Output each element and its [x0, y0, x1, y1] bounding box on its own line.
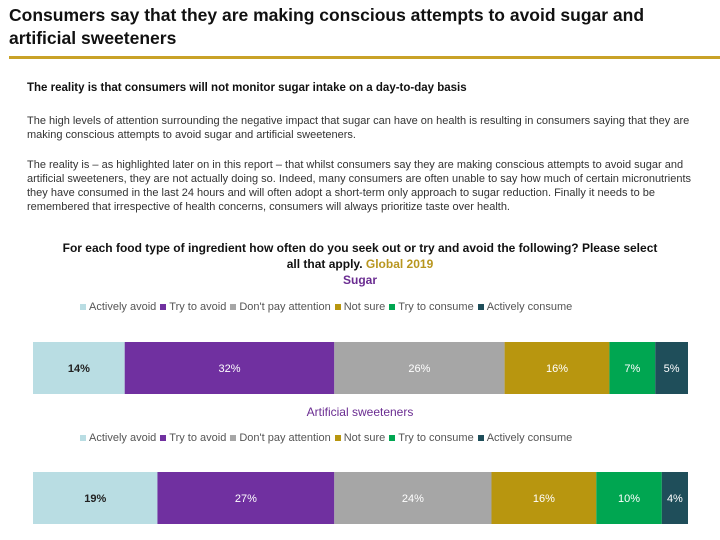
survey-question: For each food type of ingredient how oft…: [60, 240, 660, 272]
legend-label: Don't pay attention: [239, 301, 331, 313]
legend-item-actively-avoid: Actively avoid: [80, 301, 156, 313]
bar-data-label: 26%: [408, 363, 430, 375]
legend-swatch: [160, 304, 167, 310]
legend-swatch: [389, 304, 396, 310]
bar-segment-don-t-pay-attention: [334, 472, 492, 524]
bar-segment-not-sure: [504, 342, 610, 394]
sweeteners-chart-legend: Actively avoid Try to avoid Don't pay atte…: [80, 432, 576, 448]
legend-label: Actively avoid: [89, 301, 157, 313]
bar-segment-actively-consume: [661, 472, 688, 524]
bar-data-label: 16%: [533, 493, 555, 505]
bar-segment-try-to-consume: [609, 342, 656, 394]
legend-item-don-t-pay-attention: Don't pay attention: [230, 301, 331, 313]
bar-segment-try-to-consume: [596, 472, 662, 524]
legend-swatch: [160, 435, 167, 441]
legend-swatch: [477, 304, 484, 310]
bar-data-label: 27%: [235, 493, 257, 505]
legend-label: Actively consume: [486, 432, 573, 444]
bar-data-label: 14%: [68, 363, 90, 375]
legend-item-try-to-avoid: Try to avoid: [160, 432, 226, 444]
bar-segment-try-to-avoid: [157, 472, 335, 524]
legend-swatch: [230, 304, 237, 310]
bar-data-label: 16%: [546, 363, 568, 375]
bar-data-label: 4%: [667, 493, 683, 505]
bar-data-label: 32%: [218, 363, 240, 375]
legend-label: Actively avoid: [89, 432, 157, 444]
legend-label: Try to avoid: [169, 301, 227, 313]
legend-swatch: [80, 304, 86, 310]
bar-data-label: 7%: [624, 363, 640, 375]
legend-item-actively-consume: Actively consume: [477, 432, 573, 444]
bar-segment-actively-consume: [655, 342, 688, 394]
legend-item-not-sure: Not sure: [334, 432, 386, 444]
body-paragraph-2: The reality is – as highlighted later on…: [27, 159, 692, 213]
legend-label: Not sure: [343, 301, 386, 313]
legend-swatch: [477, 435, 484, 441]
legend-label: Try to consume: [398, 301, 474, 313]
legend-swatch: [80, 435, 86, 441]
legend-swatch: [334, 435, 341, 441]
bar-segment-try-to-avoid: [124, 342, 335, 394]
legend-item-try-to-consume: Try to consume: [389, 301, 474, 313]
legend-swatch: [230, 435, 237, 441]
page-subtitle: The reality is that consumers will not m…: [27, 82, 467, 94]
legend-item-not-sure: Not sure: [334, 301, 386, 313]
sweeteners-chart-title: Artificial sweeteners: [306, 405, 414, 419]
title-underline: [9, 56, 720, 59]
legend-item-actively-avoid: Actively avoid: [80, 432, 156, 444]
bar-data-label: 19%: [84, 493, 106, 505]
bar-segment-actively-avoid: [33, 472, 158, 524]
question-year-label: Global 2019: [365, 257, 434, 271]
sugar-chart-title: Sugar: [342, 273, 377, 287]
sugar-stacked-bar: 14% 32% 26% 16% 7% 5%: [33, 342, 688, 394]
page-title: Consumers say that they are making consc…: [9, 5, 645, 48]
bar-data-label: 24%: [402, 493, 424, 505]
legend-swatch: [389, 435, 396, 441]
legend-item-actively-consume: Actively consume: [477, 301, 573, 313]
legend-label: Try to consume: [398, 432, 474, 444]
legend-item-try-to-consume: Try to consume: [389, 432, 474, 444]
sweeteners-stacked-bar: 19% 27% 24% 16% 10% 4%: [33, 472, 688, 524]
legend-item-don-t-pay-attention: Don't pay attention: [230, 432, 331, 444]
legend-item-try-to-avoid: Try to avoid: [160, 301, 226, 313]
legend-label: Don't pay attention: [239, 432, 331, 444]
legend-label: Not sure: [343, 432, 386, 444]
bar-data-label: 5%: [664, 363, 680, 375]
question-text: For each food type of ingredient how oft…: [62, 241, 658, 271]
bar-segment-not-sure: [491, 472, 597, 524]
legend-label: Try to avoid: [169, 432, 227, 444]
sugar-chart-legend: Actively avoid Try to avoid Don't pay atte…: [80, 301, 576, 317]
legend-label: Actively consume: [486, 301, 573, 313]
bar-segment-don-t-pay-attention: [334, 342, 505, 394]
bar-data-label: 10%: [618, 493, 640, 505]
bar-segment-actively-avoid: [33, 342, 125, 394]
body-paragraph-1: The high levels of attention surrounding…: [27, 115, 690, 141]
legend-swatch: [334, 304, 341, 310]
